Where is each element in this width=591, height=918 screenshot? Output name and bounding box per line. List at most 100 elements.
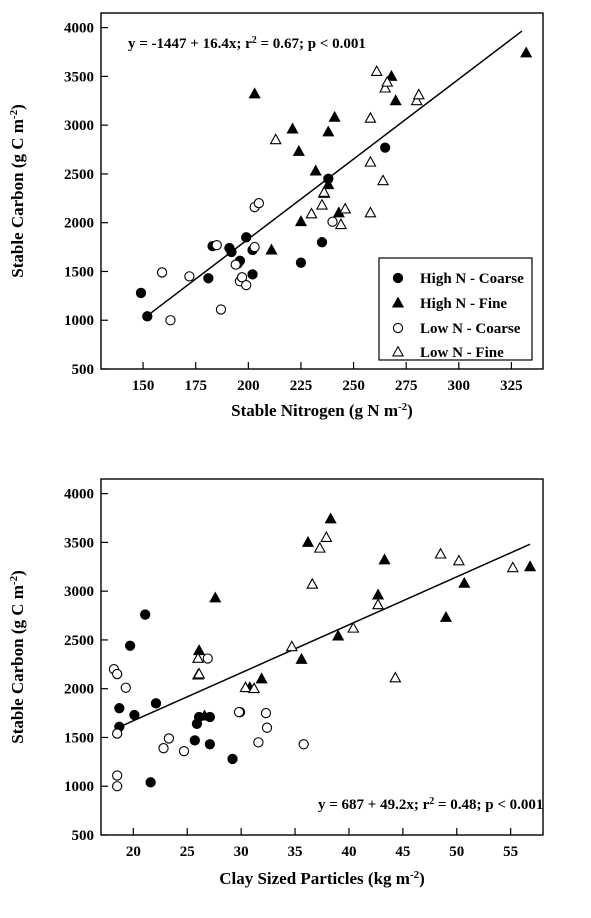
data-point — [410, 94, 423, 106]
data-point — [364, 206, 377, 218]
y-tick-label: 500 — [72, 828, 95, 844]
data-point — [379, 81, 392, 93]
y-tick-label: 4000 — [64, 21, 94, 37]
data-point — [248, 682, 261, 694]
data-point — [215, 304, 227, 315]
data-point — [339, 202, 352, 214]
data-point — [158, 743, 169, 754]
legend: High N - Coarse High N - Fine Low N - Co… — [378, 257, 533, 361]
data-point — [189, 735, 200, 746]
x-tick-label: 40 — [341, 844, 356, 860]
data-point — [142, 311, 153, 322]
data-point — [381, 75, 394, 87]
data-point — [301, 535, 315, 547]
data-point — [260, 707, 272, 719]
data-point — [112, 781, 123, 792]
data-point — [295, 257, 307, 268]
data-point — [184, 271, 195, 282]
data-point — [140, 609, 151, 620]
x-tick-label: 150 — [132, 378, 155, 394]
data-point — [112, 728, 123, 739]
data-point — [249, 241, 260, 253]
x-tick-label: 200 — [237, 378, 260, 394]
legend-label-low-n-fine: Low N - Fine — [420, 345, 504, 361]
data-point — [316, 237, 328, 248]
data-point — [114, 703, 125, 714]
data-point — [322, 125, 335, 137]
data-point — [165, 315, 176, 326]
x-tick-label: 30 — [234, 844, 249, 860]
data-point — [322, 178, 335, 190]
data-point — [211, 239, 222, 251]
y-tick-label: 2500 — [64, 633, 94, 649]
x-tick-label: 35 — [288, 844, 303, 860]
y-tick-label: 1000 — [64, 779, 94, 795]
y-axis-label: Stable Carbon (g C m-2) — [8, 104, 27, 278]
data-point — [226, 246, 237, 258]
data-point — [520, 46, 533, 58]
data-point — [193, 644, 206, 656]
data-point — [193, 667, 206, 679]
x-tick-label: 225 — [290, 378, 313, 394]
data-point — [385, 69, 398, 81]
x-axis-label: Stable Nitrogen (g N m-2) — [231, 401, 413, 420]
regression-line — [116, 543, 531, 729]
data-point — [315, 198, 329, 210]
data-point — [379, 142, 391, 153]
y-tick-label: 3500 — [64, 535, 94, 551]
y-tick-label: 3500 — [64, 69, 94, 85]
data-point — [233, 706, 245, 718]
regression-line — [142, 30, 523, 320]
data-point — [371, 588, 385, 600]
y-tick-label: 2000 — [64, 682, 94, 698]
x-tick-label: 20 — [126, 844, 141, 860]
plot-frame — [100, 478, 544, 836]
data-point — [305, 207, 318, 219]
data-point — [230, 259, 241, 270]
data-point — [389, 94, 402, 106]
data-point — [298, 739, 309, 750]
data-point — [332, 629, 345, 641]
data-point — [178, 745, 190, 757]
x-tick-label: 175 — [184, 378, 207, 394]
y-tick-label: 1500 — [64, 730, 94, 746]
data-point — [253, 737, 264, 748]
data-point — [347, 621, 360, 633]
y-tick-label: 3000 — [64, 584, 94, 600]
data-point — [112, 770, 123, 781]
y-tick-label: 500 — [72, 362, 95, 378]
data-point — [524, 560, 537, 572]
x-ticks: 20 25 30 35 40 45 50 55 — [126, 828, 518, 860]
regression-equation: y = -1447 + 16.4x; r2 = 0.67; p < 0.001 — [128, 35, 366, 53]
data-point — [156, 267, 168, 278]
data-point — [434, 547, 447, 559]
data-point — [371, 598, 385, 610]
data-point — [412, 88, 425, 100]
data-point — [248, 87, 261, 99]
data-point — [202, 653, 213, 664]
y-tick-label: 2500 — [64, 167, 94, 183]
legend-label-low-n-coarse: Low N - Coarse — [420, 321, 521, 337]
legend-symbol — [392, 322, 404, 334]
data-point — [318, 185, 331, 197]
data-point — [209, 591, 222, 603]
data-point — [227, 753, 238, 765]
x-tick-label: 275 — [395, 378, 418, 394]
data-point — [364, 111, 377, 123]
data-point — [439, 610, 453, 622]
data-point — [163, 733, 175, 744]
legend-symbol — [391, 345, 405, 357]
legend-symbol — [392, 272, 404, 284]
data-point — [452, 554, 465, 566]
data-point — [378, 553, 391, 565]
x-tick-label: 45 — [395, 844, 410, 860]
data-point — [150, 698, 162, 709]
data-marks — [108, 512, 537, 792]
y-ticks: 500 1000 1500 2000 2500 3000 3500 4000 — [64, 21, 108, 378]
data-point — [313, 541, 326, 553]
data-marks — [135, 30, 533, 326]
data-point — [269, 133, 282, 145]
data-point — [191, 651, 205, 663]
data-point — [506, 561, 519, 573]
